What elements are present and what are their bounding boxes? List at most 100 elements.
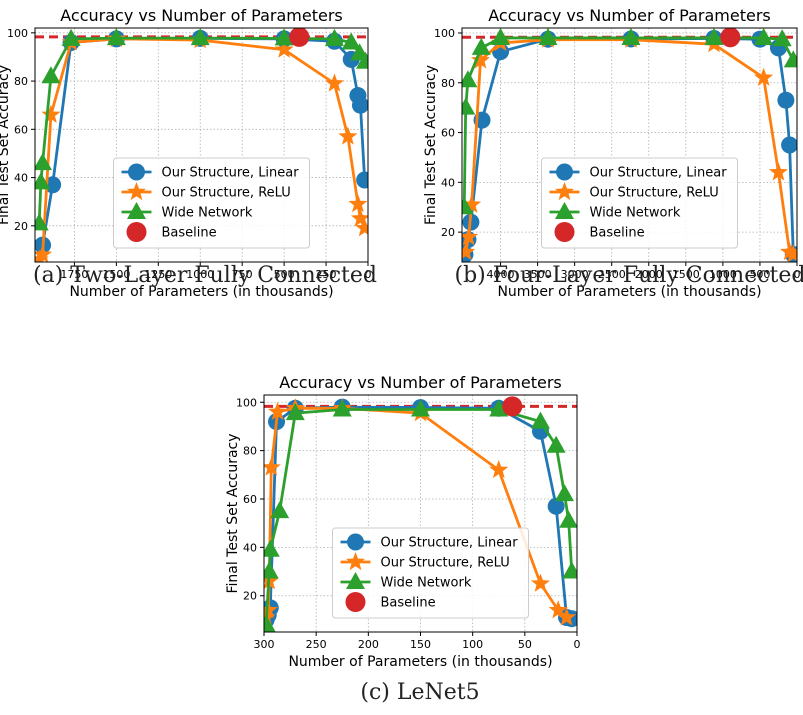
y-tick-label: 100 (434, 27, 455, 40)
data-point (35, 153, 53, 171)
y-tick-label: 60 (441, 127, 455, 140)
plot-frame (461, 27, 798, 263)
data-point (546, 435, 566, 453)
plot-area (264, 396, 577, 632)
legend-label: Wide Network (162, 206, 253, 221)
legend-marker (128, 163, 145, 181)
data-point (351, 96, 368, 114)
legend-label: Our Structure, ReLU (381, 556, 510, 571)
legend-item: Baseline (554, 222, 645, 242)
x-tick-label: 0 (365, 268, 372, 281)
chart-title: Accuracy vs Number of Parameters (488, 6, 770, 25)
data-point (332, 399, 352, 417)
data-point (41, 66, 61, 84)
legend-box (113, 157, 310, 249)
data-point (554, 484, 574, 502)
chart-b: 4000 3500 3000 2500 2000 1500 1000 500 0 20 40 60 80… (423, 6, 801, 300)
legend-marker (555, 202, 574, 219)
series-baseline (502, 396, 523, 417)
legend-label: Wide Network (381, 576, 472, 591)
legend-item: Our Structure, Linear (549, 163, 728, 181)
data-point (268, 401, 288, 421)
x-tick-label: 3000 (561, 268, 589, 281)
series-baseline (289, 28, 310, 47)
legend-marker (345, 552, 366, 571)
chart-title: Accuracy vs Number of Parameters (60, 6, 342, 25)
plot-area (462, 28, 797, 262)
data-point (264, 614, 276, 632)
caption-b: (b) Four-Layer Fully Connected (454, 263, 803, 288)
x-tick-label: 250 (306, 638, 327, 651)
x-tick-label: 0 (794, 268, 801, 281)
data-point (720, 28, 741, 48)
data-point (285, 403, 305, 421)
x-tick-label: 1500 (672, 268, 700, 281)
y-axis-label: Final Test Set Accuracy (225, 433, 241, 593)
y-tick-label: 60 (243, 493, 257, 506)
data-point (530, 411, 550, 429)
legend-marker (347, 533, 364, 551)
legend-marker (556, 163, 573, 181)
legend-marker (345, 592, 366, 612)
legend-box (332, 527, 529, 619)
x-tick-label: 3500 (524, 268, 552, 281)
y-tick-label: 20 (14, 220, 28, 233)
data-point (502, 396, 523, 417)
data-point (538, 28, 558, 45)
legend-marker (126, 222, 147, 242)
data-point (489, 399, 509, 417)
legend-item: Wide Network (549, 202, 681, 221)
legend-box (541, 157, 738, 249)
y-tick-label: 20 (441, 226, 455, 239)
legend-item: Wide Network (340, 572, 472, 591)
data-point (772, 29, 792, 47)
data-point (777, 91, 795, 109)
legend-label: Our Structure, ReLU (590, 186, 719, 201)
data-point (324, 73, 344, 92)
legend-label: Baseline (381, 596, 436, 611)
data-point (35, 172, 51, 190)
x-axis-label: Number of Parameters (in thousands) (497, 284, 761, 300)
data-point (471, 50, 491, 69)
x-tick-label: 2500 (598, 268, 626, 281)
legend-item: Wide Network (121, 202, 253, 221)
caption-a: (a) Two-Layer Fully Connected (33, 263, 377, 288)
legend-item: Our Structure, ReLU (121, 182, 291, 201)
data-point (41, 104, 61, 123)
legend-marker (554, 182, 575, 201)
data-point (270, 501, 290, 519)
x-tick-label: 500 (749, 268, 770, 281)
y-axis-label: Final Test Set Accuracy (423, 65, 439, 225)
y-tick-label: 60 (14, 123, 28, 136)
data-point (35, 213, 49, 231)
data-point (35, 244, 53, 262)
data-point (264, 561, 279, 579)
legend-marker (126, 182, 147, 201)
legend-label: Our Structure, Linear (590, 166, 728, 181)
data-point (264, 539, 280, 557)
data-point (411, 399, 430, 417)
data-point (489, 459, 509, 479)
data-point (704, 28, 724, 45)
x-tick-label: 1000 (709, 268, 737, 281)
legend: Our Structure, Linear Our Structure, ReLU… (332, 527, 529, 619)
data-point (462, 242, 476, 261)
caption-c: (c) LeNet5 (360, 680, 480, 705)
legend-marker (346, 572, 365, 589)
data-point (324, 28, 344, 46)
x-tick-label: 750 (232, 268, 253, 281)
legend-marker (127, 202, 146, 219)
x-tick-label: 250 (316, 268, 337, 281)
x-axis-label: Number of Parameters (in thousands) (69, 284, 333, 300)
x-tick-label: 150 (410, 638, 431, 651)
y-tick-label: 40 (14, 172, 28, 185)
x-tick-label: 1000 (186, 268, 214, 281)
x-tick-label: 1750 (60, 268, 88, 281)
plot-area (35, 28, 368, 262)
chart-c: 300 250 200 150 100 50 0 20 40 60 80 100 Accuracy vs… (225, 373, 581, 670)
x-tick-label: 100 (462, 638, 483, 651)
x-tick-label: 0 (574, 638, 581, 651)
data-point (547, 497, 565, 515)
legend-marker (554, 222, 575, 242)
